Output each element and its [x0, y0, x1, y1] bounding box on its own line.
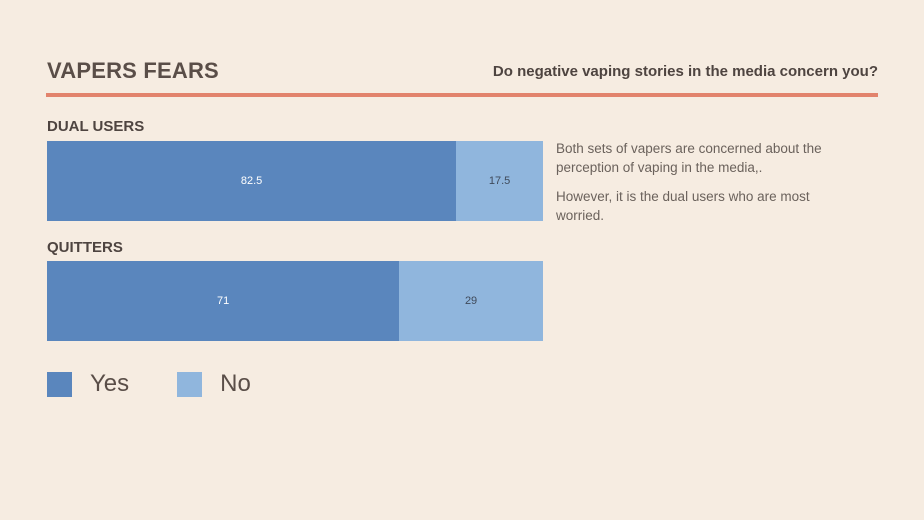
chart-question: Do negative vaping stories in the media … — [492, 63, 878, 80]
group-label-quitters: QUITTERS — [47, 239, 123, 256]
legend: Yes No — [47, 370, 299, 398]
legend-swatch-no — [177, 371, 203, 397]
data-label-no: 29 — [464, 295, 478, 307]
chart-title: VAPERS FEARS — [47, 58, 219, 83]
stacked-bar-quitters: 71 29 — [47, 261, 543, 341]
legend-swatch-yes — [47, 371, 72, 397]
data-label-yes: 82.5 — [240, 175, 263, 187]
legend-label-yes: Yes — [90, 370, 130, 397]
bar-segment-yes-dual-users: 82.5 — [47, 141, 457, 221]
bar-segment-no-dual-users: 17.5 — [456, 141, 543, 221]
data-label-no: 17.5 — [488, 175, 511, 187]
bar-segment-yes-quitters: 71 — [47, 261, 400, 341]
stacked-bar-dual-users: 82.5 17.5 — [47, 141, 543, 221]
note-paragraph-2: However, it is the dual users who are mo… — [556, 189, 810, 223]
legend-item-yes: Yes — [47, 370, 129, 398]
data-label-yes: 71 — [216, 295, 230, 307]
group-label-dual-users: DUAL USERS — [47, 118, 145, 135]
bar-segment-no-quitters: 29 — [399, 261, 543, 341]
legend-item-no: No — [177, 370, 251, 398]
note-paragraph-1: Both sets of vapers are concerned about … — [556, 141, 822, 175]
legend-label-no: No — [220, 370, 251, 397]
title-rule — [46, 93, 878, 97]
